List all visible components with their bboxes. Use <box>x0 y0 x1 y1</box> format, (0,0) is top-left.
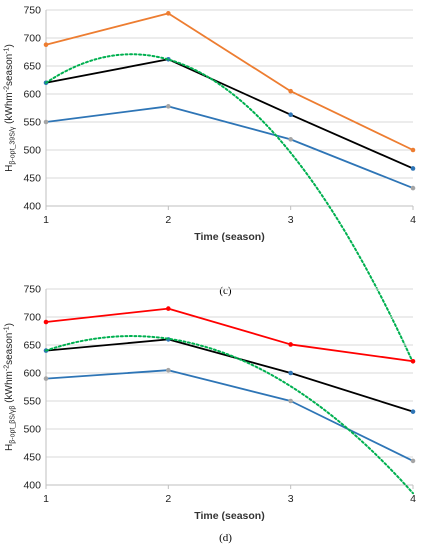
chart-d-series-2-point <box>410 409 416 414</box>
chart-d-series-3-line <box>45 369 414 462</box>
chart-c-ylabel-sup2: -1 <box>4 47 11 53</box>
chart-c-series-1-point <box>410 147 416 153</box>
chart-c-x-tick-label: 3 <box>288 214 294 226</box>
chart-c-ylabel-sup1: -2 <box>4 86 11 92</box>
chart-c-series-3-point <box>288 137 293 142</box>
chart-d-tick-labels: 400 450 500 550 600 650 700 750 1 2 3 4 <box>23 284 416 506</box>
chart-d-gridlines <box>46 288 413 486</box>
chart-d-x-tick-label: 4 <box>410 493 416 505</box>
chart-d-ylabel-sub: β-opt_βS/γβ <box>10 406 17 444</box>
chart-d-series <box>43 306 416 495</box>
chart-d-caption: (d) <box>219 532 232 544</box>
chart-c-x-tick-label: 4 <box>410 214 416 226</box>
chart-d: 400 450 500 550 600 650 700 750 1 2 3 4 Time (seaso… <box>4 284 417 545</box>
chart-c-y-tick-label: 750 <box>23 5 41 17</box>
chart-c-series-3-point <box>410 185 416 191</box>
chart-d-y-tick-label: 500 <box>23 424 41 436</box>
chart-d-y-tick-label: 650 <box>23 340 41 352</box>
chart-c-x-tick-label: 1 <box>43 214 49 226</box>
chart-c-series-1-line <box>45 12 414 151</box>
chart-c-y-tick-label: 700 <box>23 33 41 45</box>
chart-c-ylabel-mid: season <box>4 54 15 86</box>
chart-d-y-tick-label: 450 <box>23 452 41 464</box>
chart-d-ylabel-end: ) <box>4 323 15 326</box>
chart-d-y-tick-label: 400 <box>23 480 41 492</box>
chart-c-series-2-point <box>410 166 416 171</box>
chart-c-ylabel-suffix: (kWhm <box>4 92 15 126</box>
chart-c-y-tick-label: 650 <box>23 61 41 73</box>
chart-c-tick-labels: 400 450 500 550 600 650 700 750 1 2 3 4 <box>23 5 416 227</box>
chart-d-series-2-point <box>288 370 293 376</box>
chart-d-y-tick-label: 550 <box>23 396 41 408</box>
chart-c-y-tick-label: 600 <box>23 89 41 101</box>
chart-c-ylabel-sub: β-opt_39S/γ <box>10 126 17 164</box>
chart-d-y-axis-title: Hβ-opt_βS/γβ (kWhm-2season-1) <box>4 323 17 451</box>
chart-d-series-1-point <box>410 358 416 364</box>
chart-c-y-tick-label: 550 <box>23 117 41 129</box>
chart-d-ylabel-sup1: -2 <box>4 365 11 371</box>
chart-d-series-1-point <box>288 342 293 347</box>
chart-c-gridlines <box>46 9 413 207</box>
chart-c-series <box>43 11 416 364</box>
chart-c-x-tick-label: 2 <box>165 214 171 226</box>
chart-d-x-axis-title: Time (season) <box>194 510 264 522</box>
chart-d-series-1-point <box>43 319 49 325</box>
chart-d-ylabel-base: H <box>4 444 15 451</box>
chart-d-series-4-trendline <box>45 335 414 495</box>
chart-c-series-3-point <box>166 104 171 109</box>
chart-c-y-tick-label: 400 <box>23 201 41 213</box>
chart-d-series-3-point <box>288 398 293 404</box>
chart-c-y-tick-label: 450 <box>23 173 41 185</box>
chart-c-series-1-point <box>288 88 293 94</box>
chart-d-ylabel-mid: season <box>4 333 15 365</box>
chart-c-x-axis-title: Time (season) <box>194 231 264 243</box>
chart-c-ylabel-base: H <box>4 165 15 172</box>
chart-c-series-2-point <box>288 112 293 118</box>
chart-c-ylabel-end: ) <box>4 44 15 47</box>
chart-d-series-3-point <box>410 458 416 464</box>
chart-c-y-axis-title: Hβ-opt_39S/γ (kWhm-2season-1) <box>4 44 17 172</box>
chart-c-series-1-point <box>43 42 49 48</box>
chart-c-caption: (c) <box>219 285 232 297</box>
chart-c: 400 450 500 550 600 650 700 750 1 2 3 4 Time (seaso… <box>4 5 416 364</box>
chart-d-series-3-point <box>43 376 49 381</box>
chart-d-y-tick-label: 750 <box>23 284 41 296</box>
chart-c-series-1-point <box>166 11 171 16</box>
chart-d-ylabel-sup2: -1 <box>4 326 11 332</box>
chart-d-x-tick-label: 2 <box>165 493 171 505</box>
chart-c-y-tick-label: 500 <box>23 145 41 157</box>
chart-c-axes <box>45 10 414 210</box>
chart-d-x-tick-label: 1 <box>43 493 49 505</box>
chart-c-series-3-line <box>45 105 414 189</box>
chart-c-series-3-point <box>43 119 49 125</box>
chart-d-series-1-line <box>45 307 414 363</box>
chart-d-y-tick-label: 600 <box>23 368 41 380</box>
chart-d-y-tick-label: 700 <box>23 312 41 324</box>
chart-d-series-3-point <box>166 367 171 373</box>
chart-d-series-1-point <box>166 306 171 311</box>
chart-d-series-2-line <box>45 338 414 413</box>
chart-c-series-4-trendline <box>45 53 414 364</box>
chart-c-series-2-line <box>45 58 414 170</box>
chart-d-axes <box>45 289 414 489</box>
chart-d-ylabel-suffix: (kWhm <box>4 371 15 405</box>
chart-d-x-tick-label: 3 <box>288 493 294 505</box>
